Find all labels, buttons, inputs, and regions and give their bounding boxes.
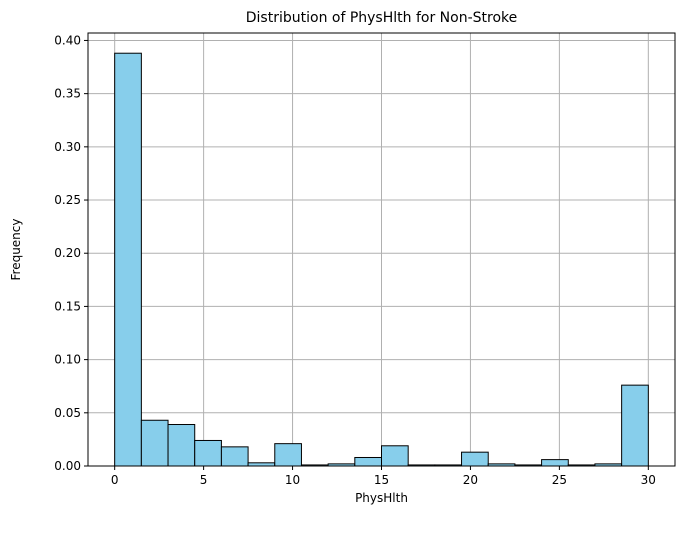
histogram-bar — [274, 443, 302, 467]
grid-lines — [88, 33, 675, 467]
histogram-bar — [167, 424, 196, 467]
histogram-bar — [114, 52, 142, 467]
x-tick-label: 15 — [374, 473, 389, 487]
y-tick-label: 0.00 — [54, 459, 81, 473]
x-tick-label: 5 — [200, 473, 208, 487]
histogram-bar — [194, 439, 222, 467]
x-tick-label: 20 — [463, 473, 478, 487]
histogram-bar — [381, 445, 409, 467]
histogram-bar — [354, 456, 382, 467]
x-tick-label: 10 — [285, 473, 300, 487]
x-axis-title: PhysHlth — [355, 491, 408, 505]
y-tick-label: 0.40 — [54, 33, 81, 47]
y-tick-label: 0.35 — [54, 87, 81, 101]
x-tick-label: 25 — [552, 473, 567, 487]
histogram-bars — [114, 52, 649, 467]
histogram-bar — [541, 459, 569, 467]
y-tick-label: 0.05 — [54, 406, 81, 420]
histogram-bar — [140, 419, 169, 467]
histogram-bar — [220, 446, 249, 467]
y-tick-label: 0.10 — [54, 353, 81, 367]
x-axis-ticks: 0 5 10 15 20 25 30 — [111, 466, 656, 487]
y-tick-label: 0.25 — [54, 193, 81, 207]
y-tick-label: 0.15 — [54, 299, 81, 313]
y-tick-label: 0.20 — [54, 246, 81, 260]
histogram-bar — [621, 384, 649, 467]
y-tick-label: 0.30 — [54, 140, 81, 154]
x-tick-label: 30 — [641, 473, 656, 487]
histogram-bar — [461, 451, 489, 467]
x-tick-label: 0 — [111, 473, 119, 487]
chart-title: Distribution of PhysHlth for Non-Stroke — [246, 10, 517, 26]
y-axis-title: Frequency — [9, 219, 23, 281]
y-axis-ticks: 0.00 0.05 0.10 0.15 0.20 0.25 0.30 0.35 0.40 — [54, 33, 88, 473]
